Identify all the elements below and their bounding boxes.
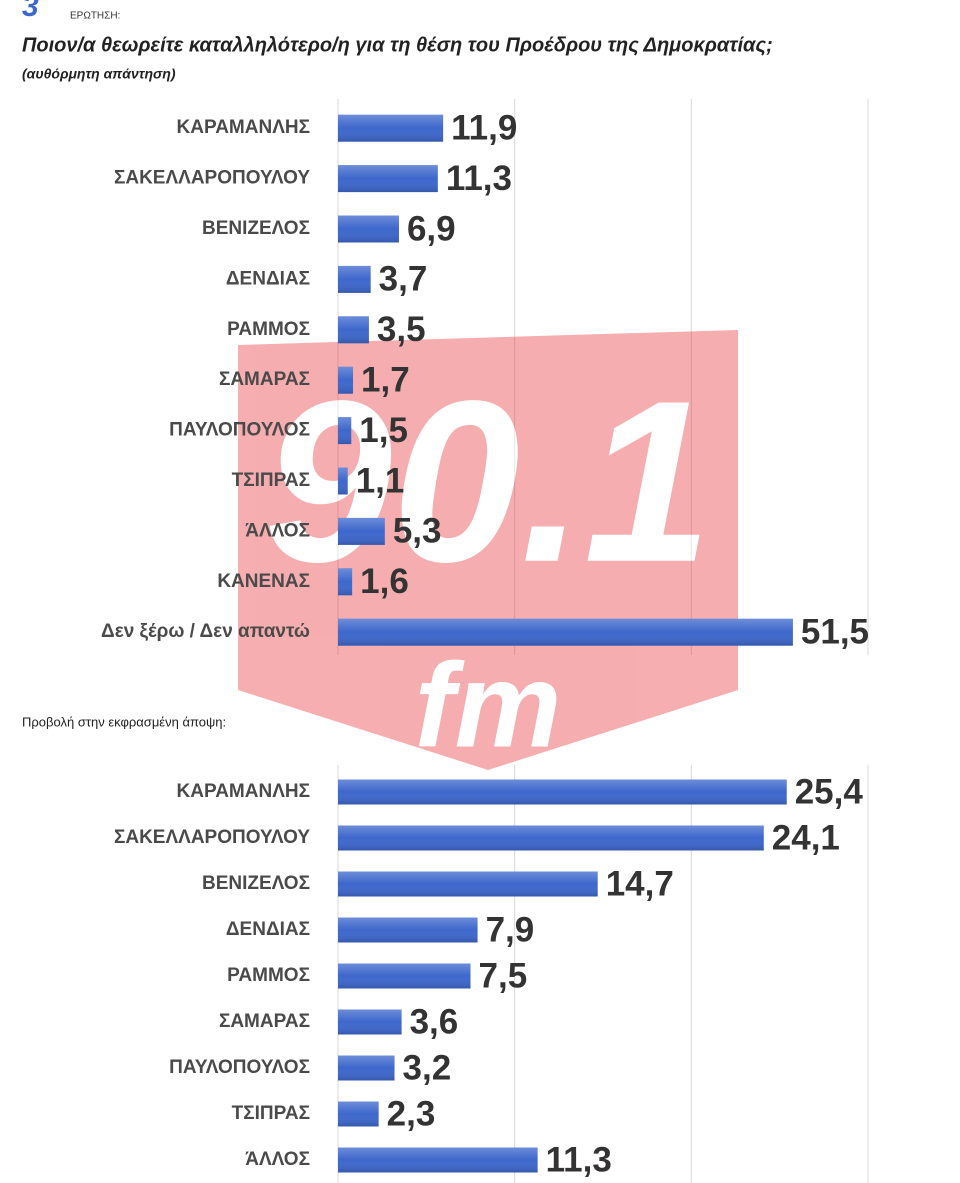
question-number: 3 [22, 0, 39, 23]
bar-shade [338, 779, 787, 805]
bar-shade [338, 618, 793, 646]
category-label: ΚΑΝΕΝΑΣ [217, 571, 310, 592]
bar-shade [338, 568, 353, 596]
chart-subtitle: (αυθόρμητη απάντηση) [22, 66, 176, 82]
category-label: ΚΑΡΑΜΑΝΛΗΣ [177, 117, 311, 138]
value-label: 1,6 [360, 562, 409, 601]
bar-shade [338, 917, 478, 943]
value-label: 25,4 [795, 772, 864, 811]
bar-shade [338, 114, 444, 142]
value-label: 6,9 [407, 209, 456, 248]
bar-shade [338, 1147, 538, 1173]
category-label: ΠΑΥΛΟΠΟΥΛΟΣ [169, 420, 310, 441]
category-label: ΔΕΝΔΙΑΣ [226, 268, 310, 289]
category-label: ΤΣΙΠΡΑΣ [232, 1103, 310, 1124]
bar-shade [338, 165, 438, 193]
value-label: 11,3 [546, 1140, 612, 1179]
category-label: ΤΣΙΠΡΑΣ [232, 470, 310, 491]
category-label: ΆΛΛΟΣ [245, 520, 310, 541]
bar-shade [338, 215, 399, 243]
value-label: 3,2 [403, 1048, 452, 1087]
category-label: Δεν ξέρω / Δεν απαντώ [101, 621, 310, 642]
category-label: ΡΑΜΜΟΣ [227, 319, 310, 340]
category-label: ΚΑΡΑΜΑΝΛΗΣ [177, 781, 311, 802]
bar-shade [338, 1009, 402, 1035]
value-label: 3,7 [379, 260, 428, 299]
category-label: ΔΕΝΔΙΑΣ [226, 919, 310, 940]
watermark-band: fm [415, 639, 562, 773]
value-label: 7,9 [486, 910, 535, 949]
bar-shade [338, 316, 369, 344]
category-label: ΒΕΝΙΖΕΛΟΣ [202, 873, 310, 894]
value-label: 3,5 [377, 310, 426, 349]
category-label: ΡΑΜΜΟΣ [227, 965, 310, 986]
bar-shade [338, 467, 348, 495]
chart-title: Προβολή στην εκφρασμένη άποψη: [22, 714, 226, 729]
category-label: ΣΑΜΑΡΑΣ [219, 369, 310, 390]
value-label: 1,1 [356, 461, 405, 500]
bar-shade [338, 1055, 395, 1081]
value-label: 14,7 [606, 864, 674, 903]
value-label: 51,5 [801, 612, 869, 651]
category-label: ΣΑΜΑΡΑΣ [219, 1011, 310, 1032]
value-label: 11,9 [451, 108, 517, 147]
category-label: ΣΑΚΕΛΛΑΡΟΠΟΥΛΟΥ [114, 827, 310, 848]
value-label: 3,6 [410, 1002, 459, 1041]
bar-shade [338, 366, 354, 394]
category-label: ΣΑΚΕΛΛΑΡΟΠΟΥΛΟΥ [114, 168, 310, 189]
value-label: 1,5 [359, 411, 408, 450]
watermark-station: 90.1 [264, 353, 712, 610]
bar-shade [338, 417, 352, 445]
category-label: ΆΛΛΟΣ [245, 1149, 310, 1170]
value-label: 7,5 [479, 956, 528, 995]
watermark-shape [238, 330, 738, 770]
category-label: ΠΑΥΛΟΠΟΥΛΟΣ [169, 1057, 310, 1078]
bar-shade [338, 871, 598, 897]
value-label: 5,3 [393, 512, 442, 551]
value-label: 24,1 [772, 818, 840, 857]
watermark: 90.1 fm [238, 330, 738, 773]
category-label: ΒΕΝΙΖΕΛΟΣ [202, 218, 310, 239]
question-label: ΕΡΩΤΗΣΗ: [70, 11, 120, 22]
bar-shade [338, 1101, 379, 1127]
chart-title: Ποιον/α θεωρείτε καταλληλότερο/η για τη … [22, 34, 773, 56]
bar-shade [338, 517, 385, 545]
value-label: 1,7 [361, 360, 410, 399]
value-label: 2,3 [387, 1094, 436, 1133]
bar-shade [338, 265, 371, 293]
value-label: 11,3 [446, 159, 512, 198]
bar-shade [338, 963, 471, 989]
bar-shade [338, 825, 764, 851]
